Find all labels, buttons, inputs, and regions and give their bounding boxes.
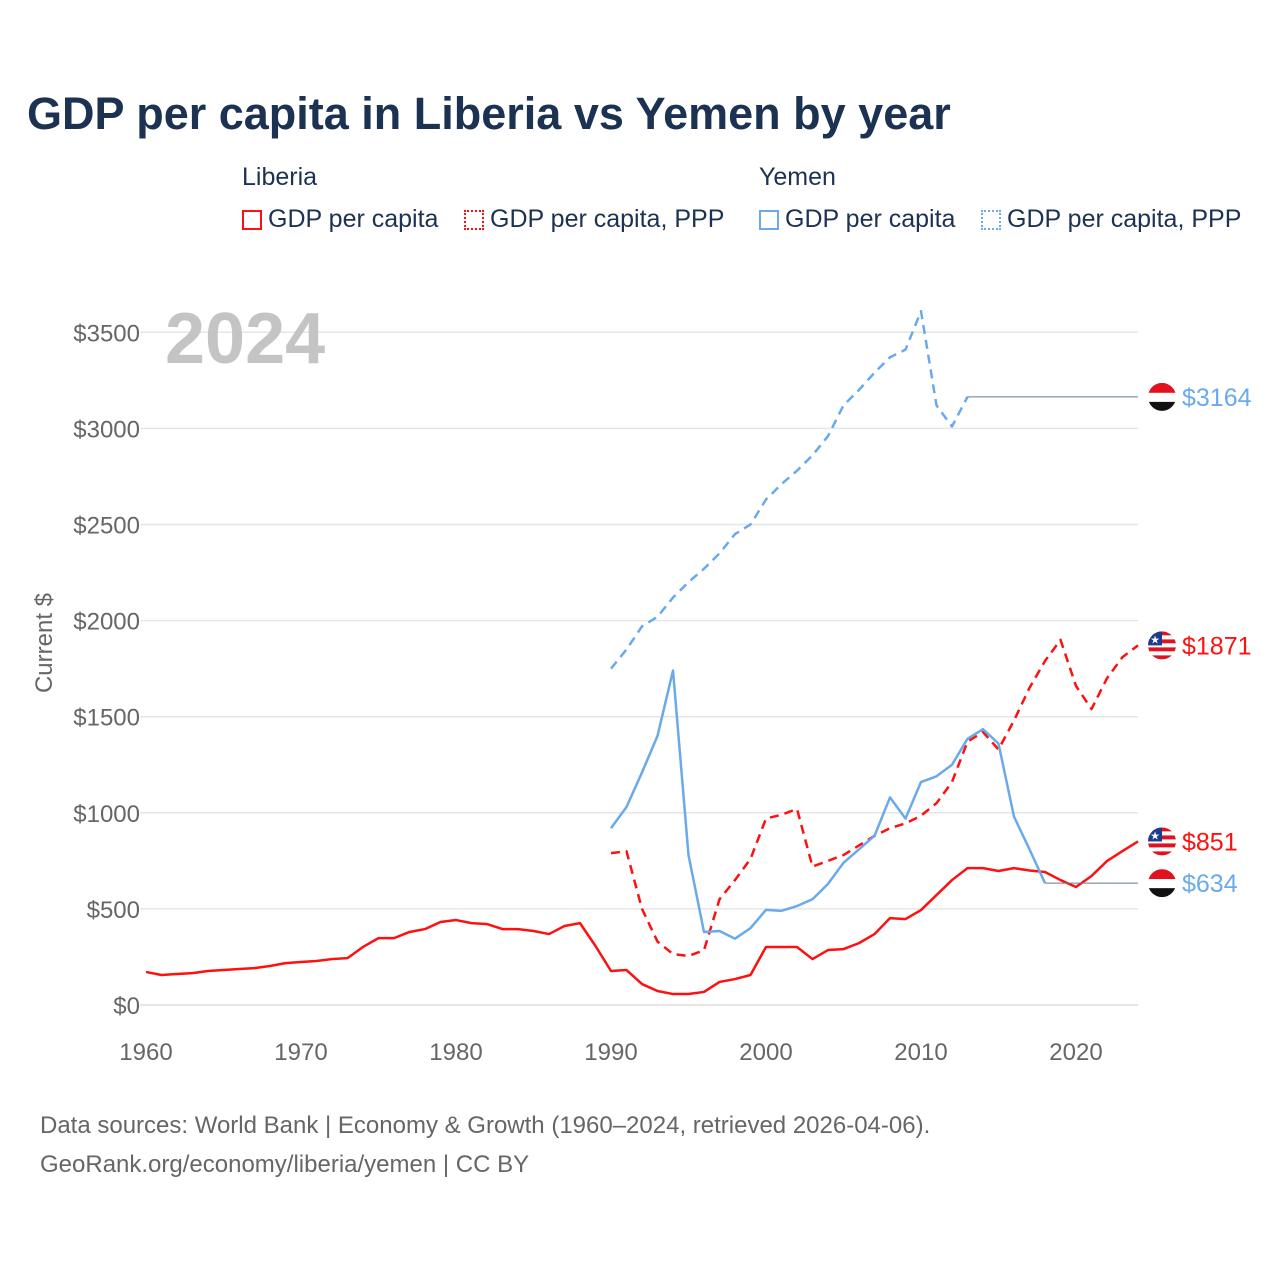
legend-label: GDP per capita (268, 205, 439, 233)
y-tick-label: $2500 (73, 513, 140, 540)
flag-yemen-icon (1148, 382, 1176, 411)
x-tick-label: 1970 (274, 1039, 327, 1066)
end-value-label: $851 (1182, 828, 1238, 856)
legend-yemen-gdp[interactable]: GDP per capita (759, 205, 955, 234)
x-tick-label: 1990 (584, 1039, 637, 1066)
legend-yemen-ppp[interactable]: GDP per capita, PPP (981, 205, 1241, 234)
legend-group-yemen: Yemen (759, 163, 836, 191)
svg-text:★: ★ (1150, 830, 1160, 842)
series-line-liberia-gdp (145, 840, 1139, 996)
legend-liberia-ppp[interactable]: GDP per capita, PPP (464, 205, 724, 234)
y-tick-label: $2000 (73, 609, 140, 636)
flag-liberia-icon: ★ (1148, 631, 1176, 660)
x-tick-label: 1960 (119, 1039, 172, 1066)
y-axis-label: Current $ (31, 593, 58, 693)
y-tick-label: $1000 (73, 801, 140, 828)
end-value-label: $634 (1182, 870, 1238, 898)
legend-swatch (464, 210, 484, 230)
y-tick-label: $3500 (73, 320, 140, 347)
footer-sources: Data sources: World Bank | Economy & Gro… (40, 1112, 931, 1139)
y-tick-label: $1500 (73, 705, 140, 732)
legend-swatch (981, 210, 1001, 230)
legend-swatch (759, 210, 779, 230)
chart-title: GDP per capita in Liberia vs Yemen by ye… (27, 88, 951, 139)
plot-area: $0 $500 $1000 $1500 $2000 $2500 $3000 $3500 1960… (31, 299, 1252, 1066)
legend-group-liberia: Liberia (242, 163, 318, 191)
x-tick-label: 2000 (739, 1039, 792, 1066)
x-tick-label: 2010 (894, 1039, 947, 1066)
y-tick-label: $500 (87, 897, 140, 924)
legend-liberia-gdp[interactable]: GDP per capita (242, 205, 438, 234)
footer-link[interactable]: GeoRank.org/economy/liberia/yemen | CC B… (40, 1151, 530, 1178)
end-value-label: $1871 (1182, 632, 1252, 660)
flag-liberia-icon: ★ (1148, 827, 1176, 856)
series-line-yemen-gdp (609, 669, 1047, 940)
x-tick-label: 1980 (429, 1039, 482, 1066)
legend-label: GDP per capita (785, 205, 956, 233)
x-tick-label: 2020 (1049, 1039, 1102, 1066)
y-tick-label: $3000 (73, 416, 140, 443)
legend-label: GDP per capita, PPP (490, 205, 725, 233)
series-line-yemen-ppp (610, 309, 969, 670)
year-label: 2024 (165, 299, 325, 379)
y-tick-label: $0 (113, 993, 140, 1020)
end-value-label: $3164 (1182, 384, 1252, 412)
footer: Data sources: World Bank | Economy & Gro… (40, 1106, 930, 1184)
flag-yemen-icon (1148, 869, 1176, 898)
legend-swatch (242, 210, 262, 230)
legend-label: GDP per capita, PPP (1007, 205, 1242, 233)
svg-text:★: ★ (1150, 634, 1160, 646)
